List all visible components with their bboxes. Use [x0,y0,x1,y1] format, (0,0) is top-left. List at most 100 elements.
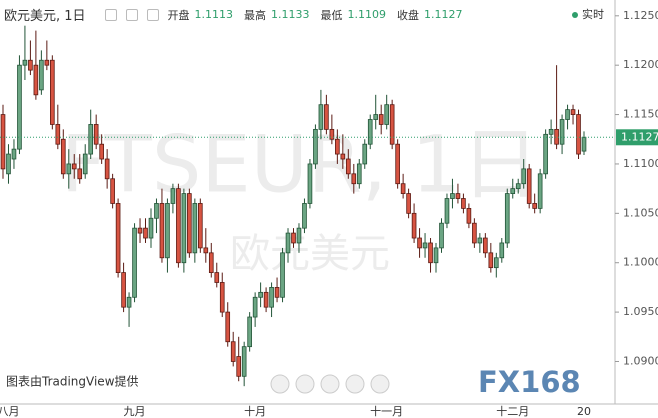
candle-body [154,203,159,219]
candle-body [493,257,499,269]
reset[interactable] [320,374,340,394]
icon[interactable] [125,8,138,21]
candle-body [50,59,55,125]
candle-body [28,59,33,71]
candle-body [252,296,258,318]
candle-body [351,173,357,185]
candle-body [335,138,340,155]
candle-body [302,203,307,229]
y-tick-label: 1.0900 [623,354,658,367]
legend-label: 最高 [244,8,267,22]
candle-body [93,124,99,145]
candle-body [559,119,565,145]
candle-body [6,153,11,175]
candle-body [176,188,181,264]
candle-body [521,168,527,185]
candle-body [159,203,165,259]
candle-body [60,138,66,175]
y-tick-label: 1.0950 [623,305,658,318]
candle-body [121,272,126,308]
legend-label: 最低 [320,8,343,22]
candle-body [411,212,417,239]
credit: 图表由TradingView提供 [6,374,139,389]
candle-body [115,203,121,273]
candle-body [110,178,115,204]
icon[interactable] [146,8,159,21]
candle-body [143,227,148,239]
candle-body [367,119,373,145]
candle-body [104,158,110,180]
candle-body [406,193,411,214]
candle-body [389,104,395,145]
candle-body [22,59,28,66]
candle-body [230,341,236,362]
candle-body [395,143,400,185]
watermark-sub: 欧元美元 [230,231,390,277]
last-price-label: 1.1127 [621,130,658,143]
candle-body [570,109,576,115]
x-tick-label: 八月 [0,405,19,418]
candle-body [33,64,39,96]
candle-body [148,217,154,239]
candle-body [329,128,335,140]
candle-body [576,114,581,155]
candle-body [477,237,483,244]
legend-value: 1.1113 [194,8,234,21]
candle-body [192,203,198,254]
candle-body [99,143,104,160]
candle-body [532,203,537,209]
candle-body [483,237,488,254]
zoom-out[interactable] [295,374,315,394]
last-price-box [616,129,658,146]
chart-title: 欧元美元, 1日 [4,9,86,24]
candle-body [214,272,220,283]
candle-body [280,252,285,298]
candle-body [225,311,231,343]
x-tick-label: 十二月 [496,404,529,418]
candle-body [247,316,252,348]
candle-body [428,242,433,264]
scroll-right[interactable] [370,374,390,394]
candle-body [17,64,22,150]
candle-body [400,183,406,194]
legend-label: 开盘 [167,8,190,22]
candle-body [137,227,143,234]
candle-body [499,242,505,259]
candle-body [466,207,472,224]
candle-body [88,124,94,155]
zoom-in[interactable] [345,374,365,394]
icon[interactable] [104,8,117,21]
scroll-left[interactable] [270,374,290,394]
candle-body [241,346,247,377]
candle-body [219,282,225,313]
candle-body [455,193,461,199]
candle-body [537,173,543,209]
header: 欧元美元, 1日 开盘 1.1113 最高 1.1133 最低 1.1109 收盘 1.112… [4,5,469,24]
candle-body [526,168,532,204]
candle-body [126,296,132,308]
candle-body [373,114,379,120]
watermark: FTSEUR, 1日 [61,120,539,210]
candle-body [274,287,280,298]
candle-body [132,227,137,298]
x-tick-label: 20 [577,405,591,418]
candle-body [378,114,384,125]
candle-body [82,153,88,175]
legend-label: 收盘 [397,8,420,22]
candle-body [181,193,187,264]
realtime-dot [572,12,578,18]
legend-value: 1.1109 [347,8,387,21]
candle-body [340,153,346,160]
candle-body [548,128,554,135]
candle-body [439,222,444,249]
candle-body [258,291,263,298]
candle-body [565,109,570,120]
candle-body [170,188,176,204]
candle-body [291,232,296,244]
candle-body [307,163,313,204]
candle-body [263,291,269,308]
candle-body [77,168,83,180]
candle-body [433,247,439,264]
